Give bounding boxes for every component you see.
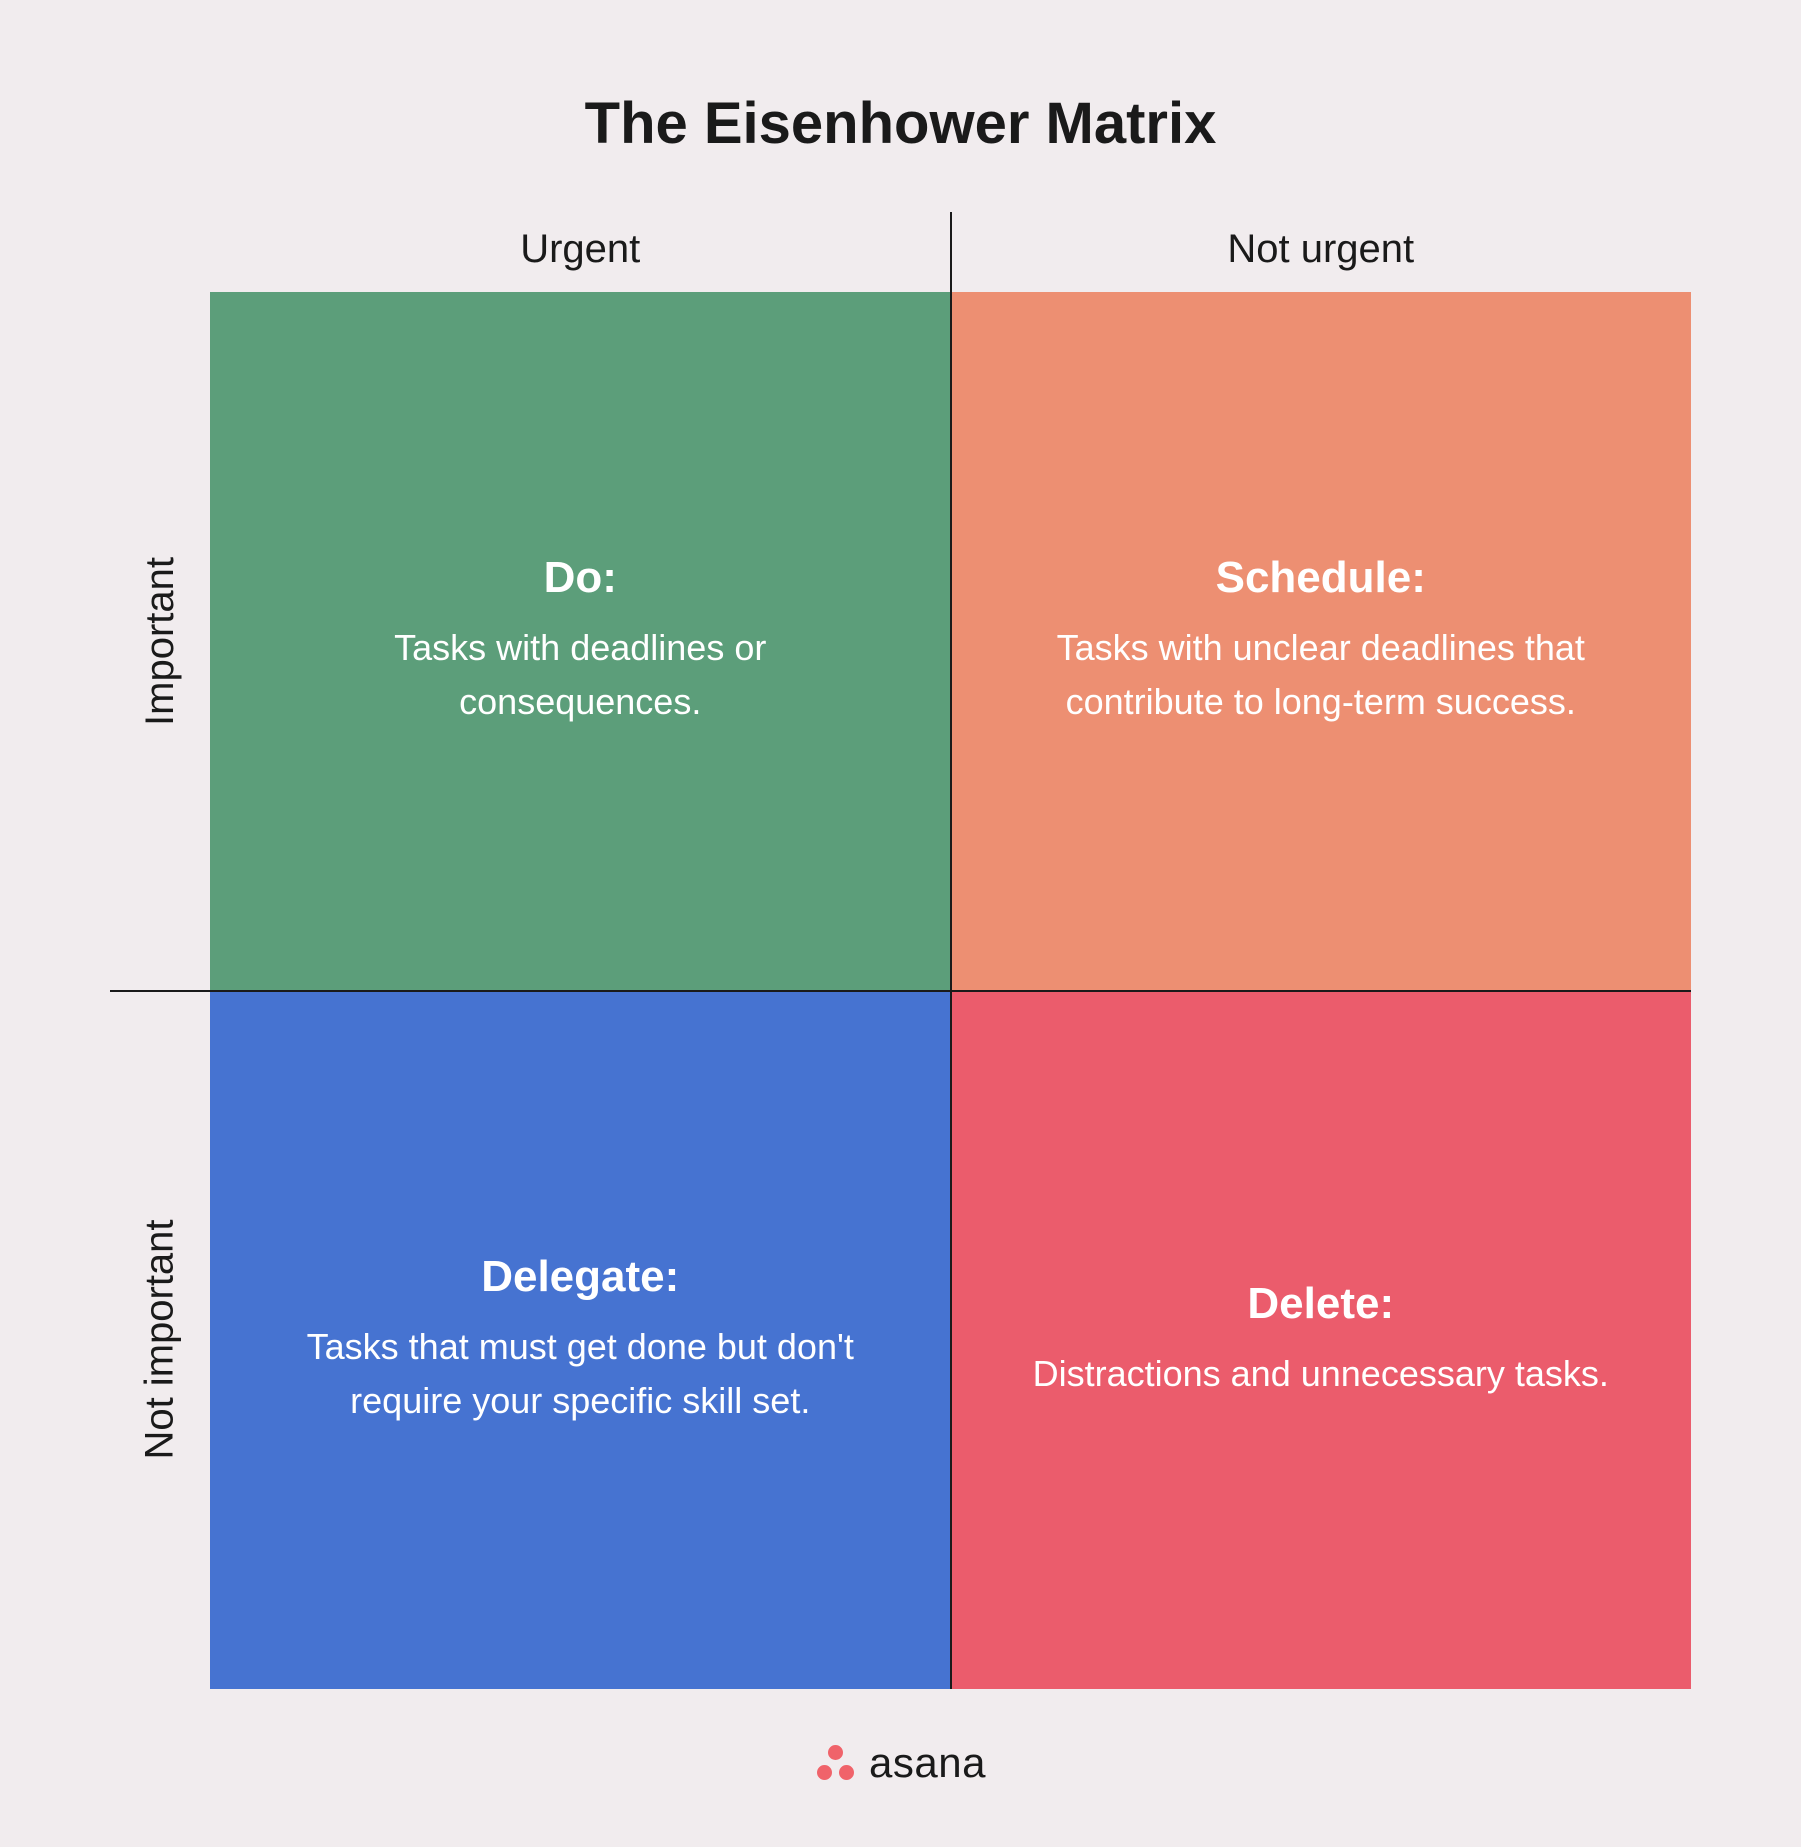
asana-logo-icon <box>815 1743 855 1783</box>
quadrant-delegate: Delegate: Tasks that must get done but d… <box>210 991 951 1690</box>
quadrant-delete-title: Delete: <box>1247 1279 1394 1329</box>
quadrant-do-desc: Tasks with deadlines or consequences. <box>270 621 891 729</box>
vertical-axis-line <box>950 212 952 1689</box>
quadrant-do: Do: Tasks with deadlines or consequences… <box>210 292 951 991</box>
page-title: The Eisenhower Matrix <box>110 90 1691 157</box>
quadrant-schedule-desc: Tasks with unclear deadlines that contri… <box>1011 621 1632 729</box>
footer: asana <box>110 1739 1691 1787</box>
horizontal-axis-line <box>110 990 1691 992</box>
eisenhower-matrix-infographic: The Eisenhower Matrix Urgent Not urgent … <box>0 0 1801 1847</box>
quadrant-delegate-title: Delegate: <box>481 1252 679 1302</box>
col-header-not-urgent: Not urgent <box>951 227 1692 272</box>
grid-wrapper: Do: Tasks with deadlines or consequences… <box>210 292 1691 1689</box>
matrix-body: Important Not important Do: Tasks with d… <box>110 292 1691 1689</box>
logo-dot-2 <box>817 1765 832 1780</box>
quadrant-do-title: Do: <box>544 553 617 603</box>
brand-name: asana <box>869 1739 986 1787</box>
row-label-not-important: Not important <box>110 991 210 1690</box>
quadrant-schedule-title: Schedule: <box>1216 553 1426 603</box>
quadrant-delete: Delete: Distractions and unnecessary tas… <box>951 991 1692 1690</box>
row-label-important: Important <box>110 292 210 991</box>
quadrant-schedule: Schedule: Tasks with unclear deadlines t… <box>951 292 1692 991</box>
logo-dot-1 <box>828 1745 843 1760</box>
quadrant-delete-desc: Distractions and unnecessary tasks. <box>1033 1347 1609 1401</box>
quadrant-delegate-desc: Tasks that must get done but don't requi… <box>270 1320 891 1428</box>
col-header-urgent: Urgent <box>210 227 951 272</box>
matrix-area: Urgent Not urgent Important Not importan… <box>110 227 1691 1689</box>
logo-dot-3 <box>839 1765 854 1780</box>
